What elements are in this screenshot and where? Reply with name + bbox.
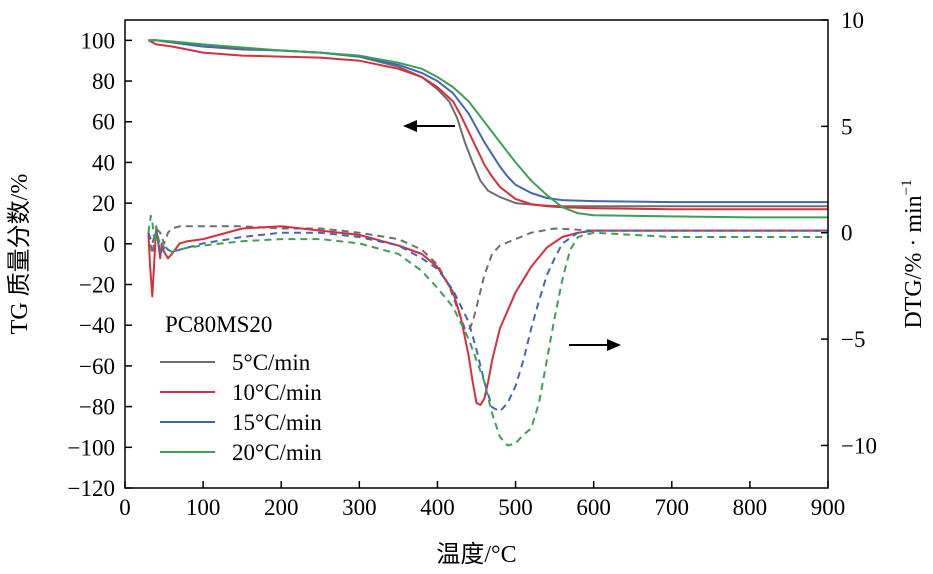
legend-label-5: 5°C/min [232, 350, 311, 375]
x-tick-label: 100 [186, 495, 221, 520]
legend: PC80MS20 5°C/min 10°C/min 15°C/min 20°C/… [160, 312, 322, 465]
plot-content [147, 39, 828, 447]
y-left-tick-label: 0 [104, 232, 116, 257]
y-left-tick-label: −80 [79, 395, 115, 420]
y-left-tick-label: −40 [79, 313, 115, 338]
x-tick-label: 600 [576, 495, 611, 520]
x-tick-label: 0 [119, 495, 131, 520]
axis-ticks: 0 100 200 300 400 500 600 700 800 900100806040200… [68, 8, 877, 520]
x-tick-label: 200 [264, 495, 299, 520]
y-left-tick-label: −60 [79, 354, 115, 379]
x-tick-label: 900 [811, 495, 846, 520]
left-y-axis-label: TG 质量分数/% [6, 174, 33, 335]
x-tick-label: 300 [342, 495, 377, 520]
x-tick-label: 400 [420, 495, 455, 520]
y-right-tick-label: −5 [841, 327, 865, 352]
x-tick-label: 500 [498, 495, 533, 520]
x-axis-label: 温度/°C [436, 541, 516, 568]
y-left-tick-label: −120 [68, 476, 115, 501]
dtg-arrow-annotation [569, 339, 621, 351]
y-right-tick-label: −10 [841, 433, 877, 458]
plot-frame [124, 19, 829, 489]
x-tick-label: 700 [655, 495, 690, 520]
y-left-tick-label: −20 [79, 273, 115, 298]
tg-arrow-head [403, 120, 417, 132]
y-right-tick-label: 10 [841, 8, 864, 33]
right-y-axis-label-main: DTG/% · min [901, 195, 927, 328]
right-y-axis-label: DTG/% · min−1 [899, 179, 927, 328]
dtg-curve-15-c-min [147, 229, 828, 413]
tg-arrow-annotation [403, 120, 455, 132]
tg-curve-10-c-min [147, 39, 828, 211]
x-tick-label: 800 [733, 495, 768, 520]
y-right-tick-label: 5 [841, 114, 853, 139]
legend-label-15: 15°C/min [232, 410, 322, 435]
y-left-tick-label: 20 [92, 191, 115, 216]
tg-curve-20-c-min [148, 39, 828, 219]
tg-curve-15-c-min [148, 39, 828, 204]
y-left-tick-label: 60 [92, 110, 115, 135]
legend-title: PC80MS20 [165, 312, 272, 337]
legend-label-10: 10°C/min [232, 380, 322, 405]
y-left-tick-label: 40 [92, 150, 115, 175]
y-left-tick-label: −100 [68, 435, 115, 460]
dtg-arrow-head [607, 339, 621, 351]
tg-curve-5-c-min [148, 39, 828, 208]
y-left-tick-label: 80 [92, 69, 115, 94]
y-right-tick-label: 0 [841, 221, 853, 246]
dtg-curve-5-c-min [147, 225, 828, 332]
y-left-tick-label: 100 [81, 28, 116, 53]
right-y-axis-label-sup: −1 [899, 179, 915, 195]
legend-label-20: 20°C/min [232, 440, 322, 465]
